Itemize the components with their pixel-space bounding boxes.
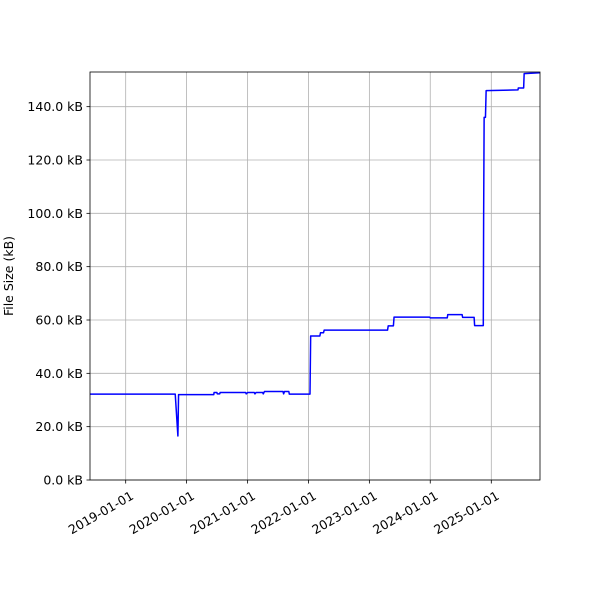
x-tick-label: 2025-01-01 <box>431 488 501 537</box>
y-tick-label: 140.0 kB <box>27 99 83 114</box>
y-tick-label: 0.0 kB <box>43 473 83 488</box>
y-tick-label: 80.0 kB <box>35 259 83 274</box>
x-axis: 2019-01-012020-01-012021-01-012022-01-01… <box>66 480 502 537</box>
y-tick-label: 20.0 kB <box>35 419 83 434</box>
y-axis: 0.0 kB 20.0 kB 40.0 kB 60.0 kB 80.0 kB 100.0 … <box>27 99 90 488</box>
x-tick-label: 2019-01-01 <box>66 488 136 537</box>
x-tick-label: 2024-01-01 <box>370 488 440 537</box>
plot-frame <box>89 71 541 481</box>
y-axis-label: File Size (kB) <box>1 236 16 316</box>
x-tick-label: 2023-01-01 <box>309 488 379 537</box>
x-tick-label: 2022-01-01 <box>248 488 318 537</box>
y-tick-label: 100.0 kB <box>27 206 83 221</box>
series-layer <box>90 72 540 437</box>
y-tick-label: 40.0 kB <box>35 366 83 381</box>
y-tick-label: 60.0 kB <box>35 313 83 328</box>
y-tick-label: 120.0 kB <box>27 153 83 168</box>
x-tick-label: 2021-01-01 <box>187 488 257 537</box>
grid-lines <box>90 72 540 481</box>
x-tick-label: 2020-01-01 <box>126 488 196 537</box>
series-line <box>90 72 540 437</box>
